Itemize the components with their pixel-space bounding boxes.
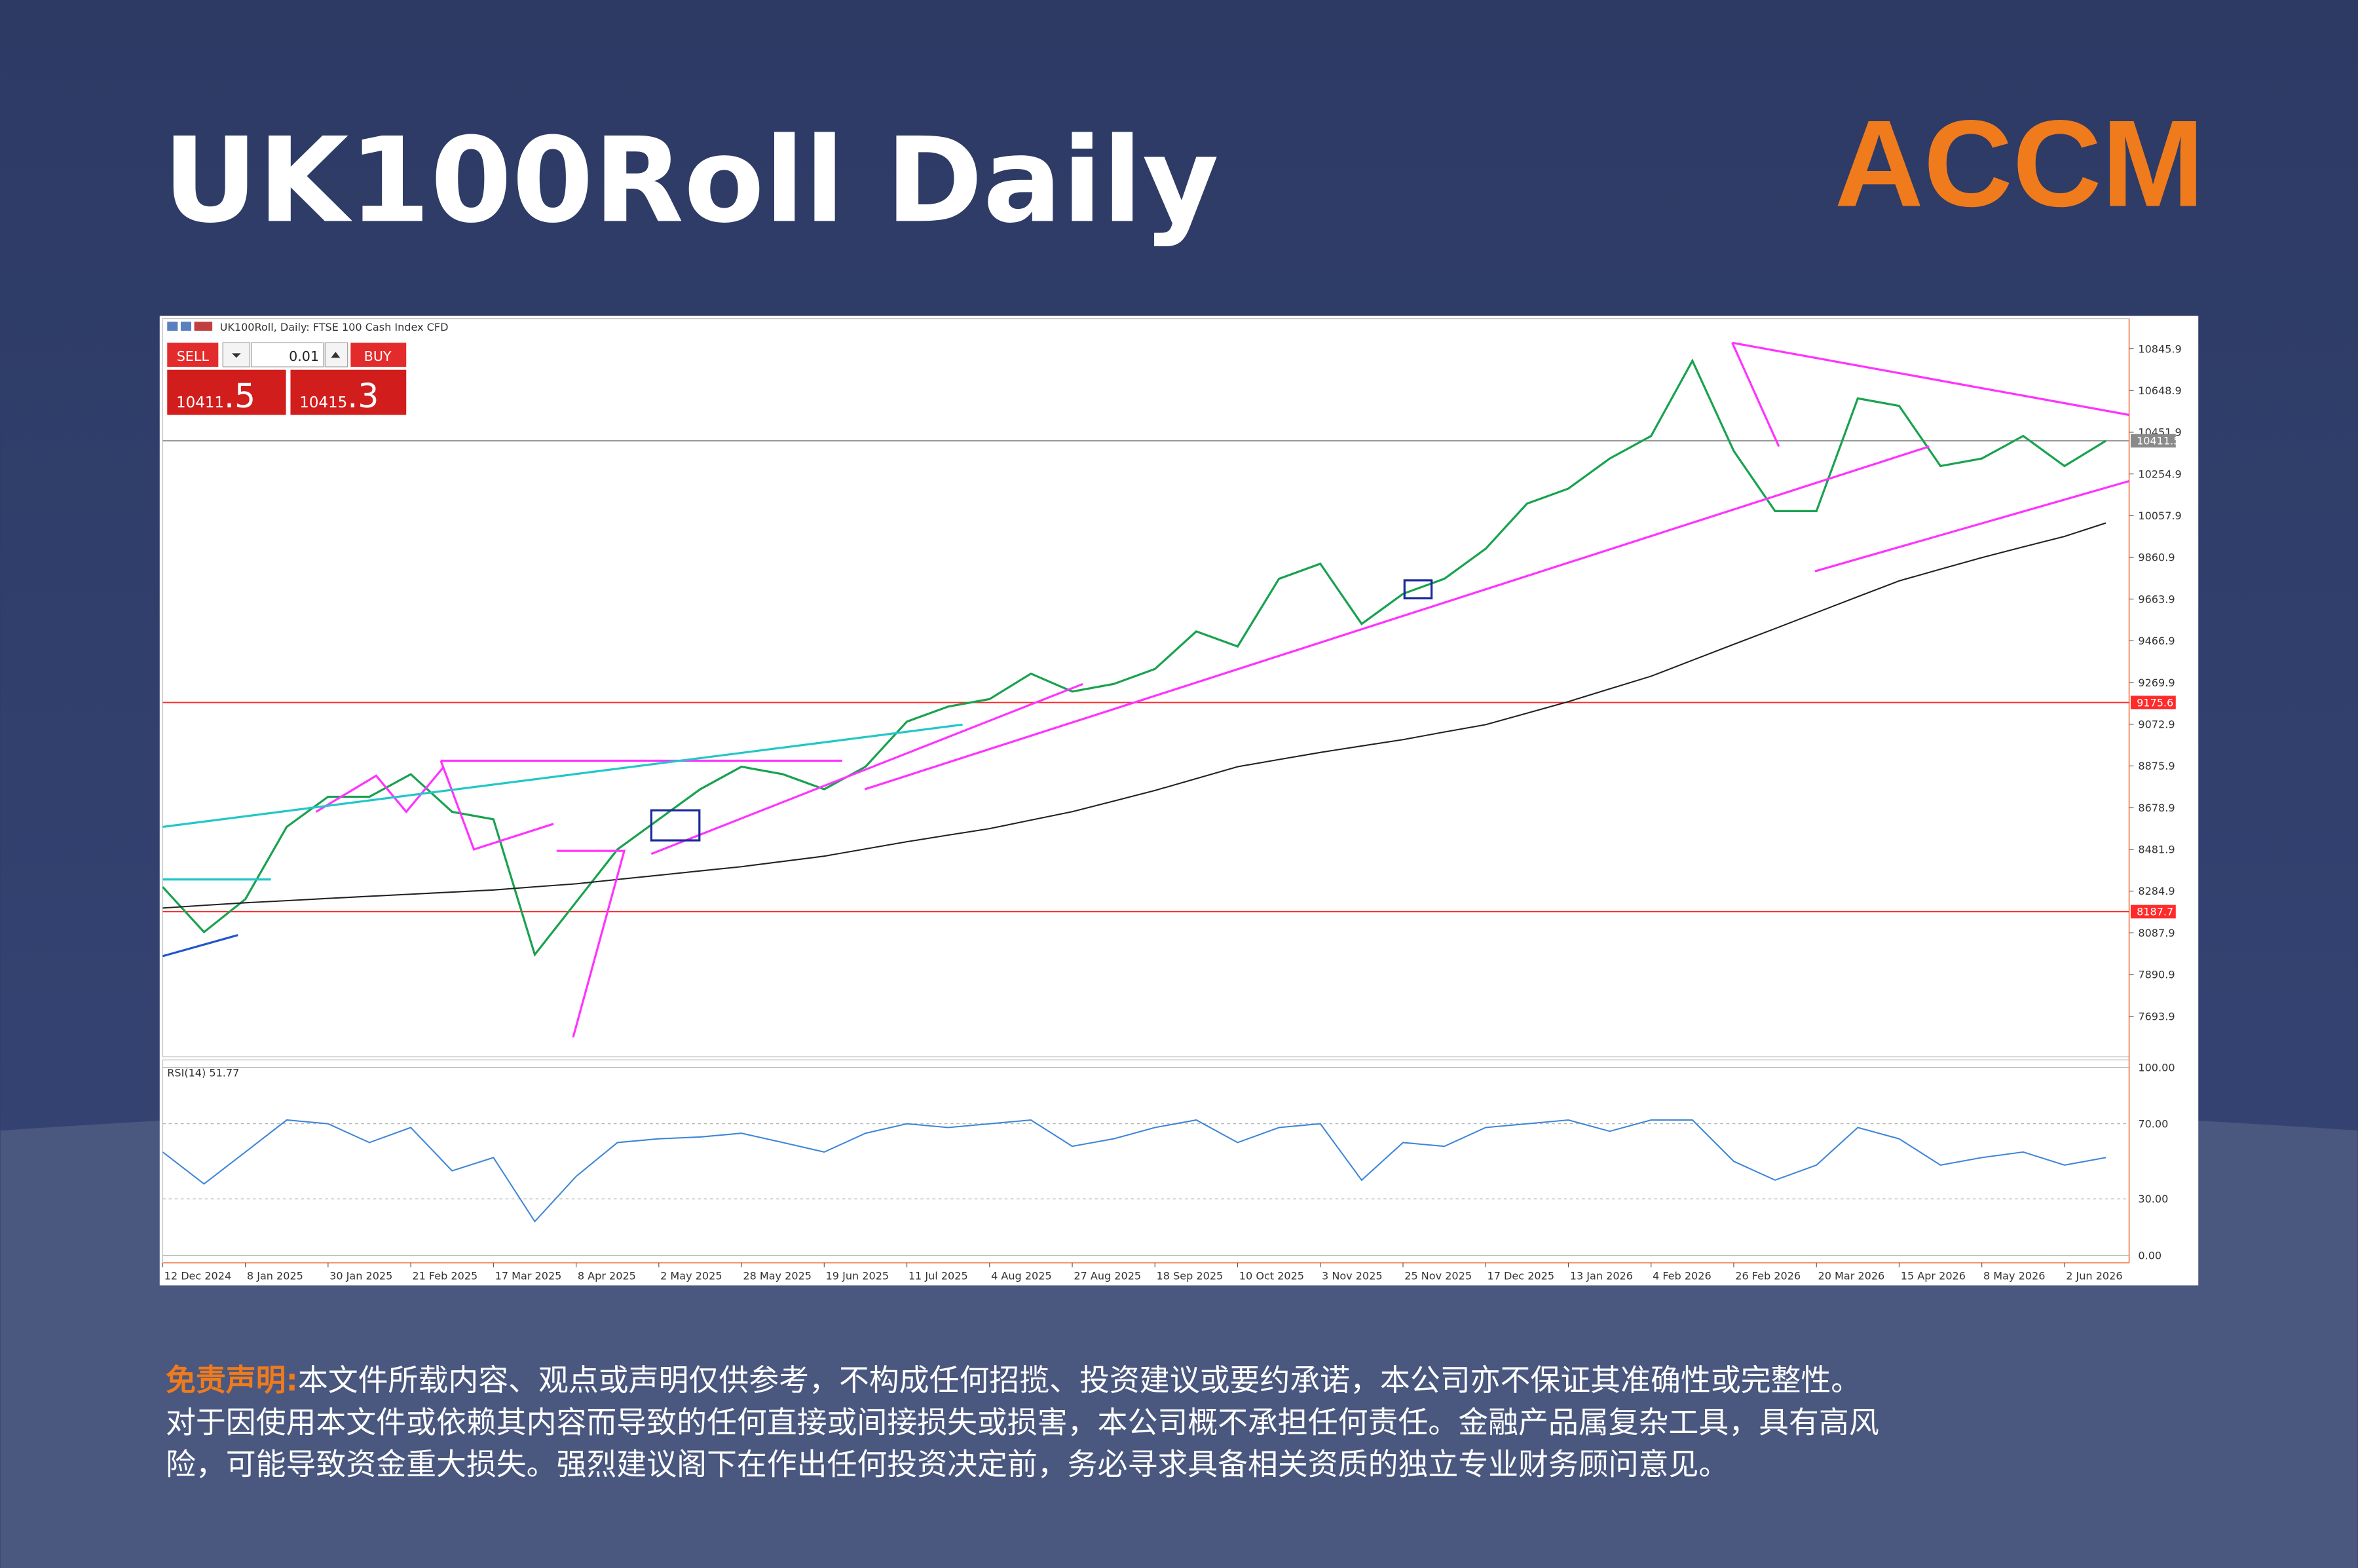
x-tick-label: 19 Jun 2025 (826, 1269, 889, 1282)
level-label: 9175.6 (2137, 696, 2173, 709)
trade-panel: UK100Roll, Daily: FTSE 100 Cash Index CF… (167, 321, 448, 1079)
menu-icon (194, 322, 213, 331)
y-tick-label: 10648.9 (2138, 384, 2181, 397)
rsi-tick-label: 100.00 (2138, 1061, 2175, 1073)
x-tick-label: 10 Oct 2025 (1239, 1269, 1304, 1282)
y-tick-label: 7693.9 (2138, 1010, 2175, 1022)
y-tick-label: 9072.9 (2138, 718, 2175, 730)
rsi-tick-label: 30.00 (2138, 1193, 2168, 1205)
ask-box[interactable] (290, 369, 407, 415)
y-tick-label: 8087.9 (2138, 927, 2175, 939)
lot-field[interactable] (251, 342, 324, 367)
rsi-tick-label: 70.00 (2138, 1117, 2168, 1130)
y-tick-label: 9663.9 (2138, 593, 2175, 605)
bid-price: 10411.5 (176, 377, 255, 415)
chart: 10845.910648.910451.910254.910057.99860.… (162, 343, 2182, 1282)
channel-line (162, 934, 238, 958)
trend-line (1814, 479, 2130, 572)
trend-drawings (162, 341, 2130, 1038)
y-tick-label: 9860.9 (2138, 551, 2175, 564)
dropdown-arrow (231, 353, 241, 358)
trend-line (556, 849, 626, 1038)
x-tick-label: 4 Feb 2026 (1653, 1269, 1712, 1282)
page-title: UK100Roll Daily (162, 113, 1218, 249)
ask-fraction: .3 (347, 377, 379, 415)
x-tick-label: 17 Mar 2025 (495, 1269, 562, 1282)
chart-frame (159, 316, 2199, 1286)
disclaimer-line: 免责声明:本文件所载内容、观点或声明仅供参考，不构成任何招揽、投资建议或要约承诺… (166, 1362, 1861, 1398)
pattern-box (650, 809, 701, 842)
ask-main: 10415 (299, 394, 347, 411)
menu-icon (180, 322, 191, 331)
x-tick-label: 17 Dec 2025 (1488, 1269, 1555, 1282)
x-tick-label: 2 Jun 2026 (2066, 1269, 2122, 1282)
x-tick-label: 26 Feb 2026 (1735, 1269, 1801, 1282)
x-tick-label: 30 Jan 2025 (329, 1269, 392, 1282)
level-tag (2130, 905, 2176, 919)
level-tag (2130, 696, 2176, 709)
ask-price: 10415.3 (299, 377, 379, 415)
rsi-label: RSI(14) 51.77 (167, 1066, 239, 1079)
bid-box[interactable] (167, 369, 286, 415)
x-tick-label: 15 Apr 2026 (1901, 1269, 1966, 1282)
x-tick-label: 12 Dec 2024 (164, 1269, 232, 1282)
rsi: 100.00 70.00 30.00 0.00 (162, 1061, 2175, 1261)
y-tick-label: 8481.9 (2138, 844, 2175, 856)
level-label: 8187.7 (2137, 906, 2173, 918)
menu-icon (167, 322, 178, 331)
x-tick-label: 28 May 2025 (743, 1269, 812, 1282)
y-tick-label: 9466.9 (2138, 635, 2175, 647)
x-tick-label: 11 Jul 2025 (908, 1269, 968, 1282)
sell-label: SELL (177, 348, 210, 364)
x-tick-label: 13 Jan 2026 (1570, 1269, 1633, 1282)
x-tick-label: 4 Aug 2025 (991, 1269, 1052, 1282)
y-tick-label: 10845.9 (2138, 343, 2181, 355)
price-line (162, 358, 2106, 957)
x-tick-label: 8 Apr 2025 (578, 1269, 636, 1282)
trend-line (1731, 342, 1780, 447)
rsi-tick-label: 0.00 (2138, 1249, 2162, 1261)
x-tick-label: 3 Nov 2025 (1322, 1269, 1383, 1282)
trend-line (864, 445, 1930, 791)
sell-button[interactable] (167, 343, 219, 367)
disclaimer-line: 险，可能导致资金重大损失。强烈建议阁下在作出任何投资决定前，务必寻求具备相关资质… (166, 1447, 1729, 1482)
level-tag (2130, 434, 2176, 448)
channel-line (162, 723, 963, 829)
x-tick-label: 20 Mar 2026 (1818, 1269, 1885, 1282)
buy-label: BUY (364, 348, 392, 364)
y-tick-label: 9269.9 (2138, 677, 2175, 689)
y-tick-label: 10254.9 (2138, 468, 2181, 480)
y-tick-label: 8284.9 (2138, 885, 2175, 897)
logo: ACCM (1835, 94, 2205, 232)
y-tick-label: 7890.9 (2138, 969, 2175, 981)
disclaimer-label: 免责声明: (166, 1362, 298, 1398)
trend-line (1732, 341, 2129, 417)
pattern-box (1403, 579, 1433, 600)
x-tick-label: 2 May 2025 (660, 1269, 722, 1282)
lot-value: 0.01 (289, 348, 319, 364)
chart-title: UK100Roll, Daily: FTSE 100 Cash Index CF… (220, 321, 449, 333)
x-tick-label: 18 Sep 2025 (1157, 1269, 1224, 1282)
x-tick-label: 8 Jan 2025 (247, 1269, 303, 1282)
moving-average (162, 522, 2106, 909)
disclaimer-line: 对于因使用本文件或依赖其内容而导致的任何直接或间接损失或损害，本公司概不承担任何… (166, 1404, 1879, 1440)
y-tick-label: 8678.9 (2138, 802, 2175, 814)
disclaimer-text: 本文件所载内容、观点或声明仅供参考，不构成任何招揽、投资建议或要约承诺，本公司亦… (298, 1362, 1861, 1398)
trend-line (650, 682, 1083, 855)
level-label: 10411.5 (2137, 435, 2180, 447)
bid-fraction: .5 (224, 377, 255, 415)
x-tick-label: 21 Feb 2025 (412, 1269, 477, 1282)
rsi-line (162, 1119, 2106, 1223)
trend-line (315, 766, 445, 813)
x-tick-label: 8 May 2026 (1983, 1269, 2045, 1282)
y-tick-label: 8875.9 (2138, 760, 2175, 772)
dropdown-arrow (331, 352, 341, 358)
x-tick-label: 27 Aug 2025 (1074, 1269, 1141, 1282)
x-tick-label: 25 Nov 2025 (1404, 1269, 1472, 1282)
buy-button[interactable] (350, 343, 407, 367)
y-tick-label: 10057.9 (2138, 510, 2181, 522)
bid-main: 10411 (176, 394, 224, 411)
